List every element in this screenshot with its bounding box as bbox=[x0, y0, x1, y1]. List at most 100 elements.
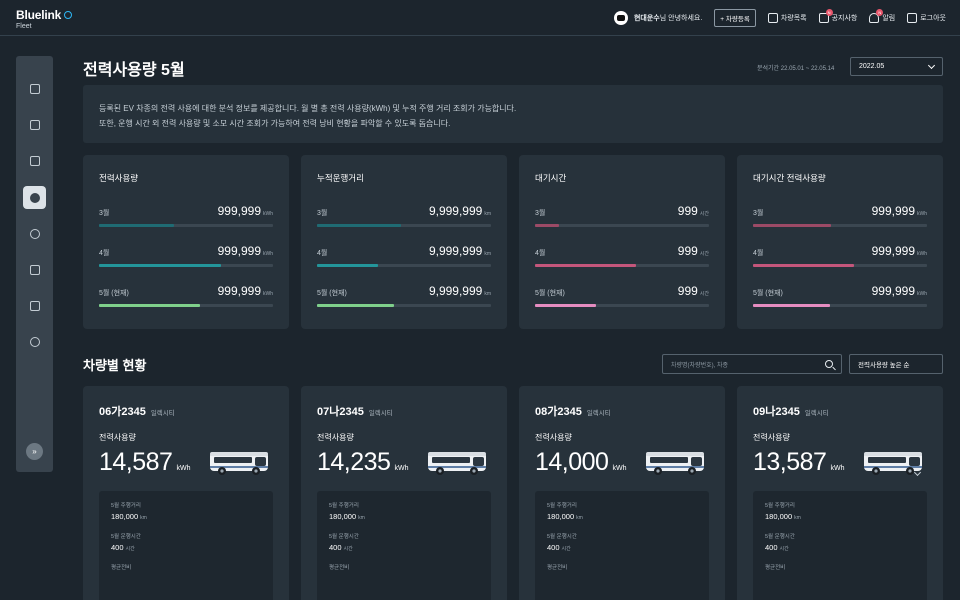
distance-value: 180,000 bbox=[329, 512, 357, 521]
metric-progress-fill bbox=[753, 304, 830, 307]
metric-unit: kWh bbox=[917, 211, 927, 217]
summary-card-title: 누적운행거리 bbox=[317, 173, 364, 183]
electric-bus-image bbox=[864, 452, 922, 475]
sidebar-item-reports[interactable] bbox=[23, 258, 46, 281]
metric-progress-bar bbox=[535, 304, 709, 307]
sidebar-item-location[interactable] bbox=[23, 222, 46, 245]
metric-progress-fill bbox=[753, 224, 832, 227]
vehicle-model: 일렉시티 bbox=[804, 410, 829, 417]
vehicle-detail-panel: 5월 주행거리 180,000 km 5월 운행시간 400 시간 평균전비 bbox=[535, 491, 709, 600]
info-line-2: 또한, 운행 시간 외 전력 사용량 및 소모 시간 조회가 가능하여 전력 낭… bbox=[99, 119, 451, 128]
efficiency-label: 평균전비 bbox=[765, 565, 786, 571]
sort-select[interactable]: 전력사용량 높은 순 bbox=[849, 354, 943, 374]
brand-name: Bluelink bbox=[16, 8, 62, 22]
vehicle-card[interactable]: 09나2345 일렉시티 전력사용량 13,587 kWh 5월 주행거리 18… bbox=[737, 386, 943, 600]
metric-label: 4월 bbox=[99, 250, 110, 257]
vehicle-power-value: 14,587 bbox=[99, 448, 173, 476]
metric-unit: 시간 bbox=[699, 211, 709, 217]
avatar[interactable] bbox=[613, 11, 628, 25]
vehicle-detail-panel: 5월 주행거리 180,000 km 5월 운행시간 400 시간 평균전비 bbox=[753, 491, 927, 600]
chevron-down-icon bbox=[927, 61, 936, 69]
vehicle-card[interactable]: 06가2345 일렉시티 전력사용량 14,587 kWh 5월 주행거리 18… bbox=[83, 386, 289, 600]
notice-menu[interactable]: N 공지사항 bbox=[818, 9, 857, 23]
analysis-period: 분석기간 22.05.01 ~ 22.05.14 bbox=[757, 66, 835, 72]
vehicle-power-value: 14,000 bbox=[535, 448, 609, 476]
alarm-badge: N bbox=[876, 9, 884, 16]
metric-label: 3월 bbox=[535, 210, 546, 217]
alarm-label: 알림 bbox=[882, 15, 896, 22]
metric-value: 9,999,999 bbox=[428, 204, 483, 218]
page-title: 전력사용량 5월 bbox=[83, 62, 185, 79]
vehicle-power-label: 전력사용량 bbox=[317, 433, 354, 442]
metric-progress-bar bbox=[99, 264, 273, 267]
drive-time-unit: 시간 bbox=[343, 546, 353, 552]
distance-label: 5월 주행거리 bbox=[329, 503, 359, 509]
electric-bus-image bbox=[210, 452, 268, 475]
sidebar-item-power[interactable] bbox=[23, 186, 46, 209]
bell-icon: N bbox=[869, 9, 884, 23]
summary-card: 누적운행거리 3월 9,999,999 km 4월 9,999,999 km 5월 … bbox=[301, 155, 507, 329]
leaf-energy-icon bbox=[29, 192, 40, 203]
summary-metric: 5월 (현재) 9,999,999 km bbox=[317, 282, 491, 307]
search-placeholder: 차량명(차량번호), 차종 bbox=[671, 362, 729, 369]
metric-label: 4월 bbox=[753, 250, 764, 257]
logout-button[interactable]: 로그아웃 bbox=[907, 13, 946, 23]
clipboard-icon bbox=[767, 13, 778, 23]
sidebar-item-vehicles[interactable] bbox=[23, 113, 46, 136]
logout-icon bbox=[907, 13, 918, 23]
vehicle-power-unit: kWh bbox=[394, 465, 409, 472]
metric-value: 999,999 bbox=[871, 244, 915, 258]
metric-label: 4월 bbox=[535, 250, 546, 257]
metric-progress-fill bbox=[317, 304, 394, 307]
summary-metric: 3월 999,999 kWh bbox=[99, 202, 273, 227]
sidebar-expand-button[interactable]: » bbox=[26, 443, 43, 460]
target-icon bbox=[29, 336, 40, 347]
download-icon bbox=[29, 300, 40, 311]
electric-bus-image bbox=[428, 452, 486, 475]
vehicle-card[interactable]: 07나2345 일렉시티 전력사용량 14,235 kWh 5월 주행거리 18… bbox=[301, 386, 507, 600]
metric-value: 9,999,999 bbox=[428, 244, 483, 258]
summary-metric: 3월 999,999 kWh bbox=[753, 202, 927, 227]
efficiency-label: 평균전비 bbox=[547, 565, 568, 571]
search-icon[interactable] bbox=[825, 360, 833, 368]
drive-time-value: 400 bbox=[329, 543, 342, 552]
vehicle-power-unit: kWh bbox=[176, 465, 191, 472]
distance-value: 180,000 bbox=[111, 512, 139, 521]
drive-time-unit: 시간 bbox=[779, 546, 789, 552]
metric-label: 4월 bbox=[317, 250, 328, 257]
summary-metric: 5월 (현재) 999,999 kWh bbox=[99, 282, 273, 307]
vehicle-card[interactable]: 08가2345 일렉시티 전력사용량 14,000 kWh 5월 주행거리 18… bbox=[519, 386, 725, 600]
summary-metric: 4월 999,999 kWh bbox=[99, 242, 273, 267]
metric-progress-fill bbox=[99, 224, 174, 227]
vehicle-search-input[interactable]: 차량명(차량번호), 차종 bbox=[662, 354, 842, 374]
metric-progress-bar bbox=[753, 224, 927, 227]
metric-progress-fill bbox=[753, 264, 854, 267]
distance-label: 5월 주행거리 bbox=[547, 503, 577, 509]
vehicle-power-value: 14,235 bbox=[317, 448, 391, 476]
sidebar-item-statistics[interactable] bbox=[23, 149, 46, 172]
metric-unit: kWh bbox=[263, 251, 273, 257]
summary-card-title: 대기시간 전력사용량 bbox=[753, 173, 826, 183]
drive-time-value: 400 bbox=[111, 543, 124, 552]
vehicle-plate: 09나2345 bbox=[753, 406, 800, 418]
summary-card: 대기시간 3월 999 시간 4월 999 시간 5월 (현재) 999 시간 bbox=[519, 155, 725, 329]
metric-value: 9,999,999 bbox=[428, 284, 483, 298]
sidebar-item-settings[interactable] bbox=[23, 330, 46, 353]
bluelink-fleet-logo[interactable]: Bluelink Fleet bbox=[16, 8, 73, 30]
sort-label: 전력사용량 높은 순 bbox=[858, 362, 910, 369]
sidebar-item-dashboard[interactable] bbox=[23, 77, 46, 100]
vehicle-power-label: 전력사용량 bbox=[753, 433, 790, 442]
metric-progress-fill bbox=[317, 224, 401, 227]
metric-progress-bar bbox=[317, 264, 491, 267]
metric-progress-fill bbox=[535, 264, 636, 267]
month-select[interactable]: 2022.05 bbox=[850, 57, 943, 76]
metric-unit: 시간 bbox=[699, 251, 709, 257]
top-header: Bluelink Fleet 현대운수님 안녕하세요. + 차량등록 차량목록 … bbox=[0, 0, 960, 36]
alarm-menu[interactable]: N 알림 bbox=[869, 9, 896, 23]
vehicle-power-label: 전력사용량 bbox=[535, 433, 572, 442]
register-vehicle-button[interactable]: + 차량등록 bbox=[714, 9, 756, 27]
metric-unit: kWh bbox=[263, 291, 273, 297]
sidebar-item-download[interactable] bbox=[23, 294, 46, 317]
vehicle-list-menu[interactable]: 차량목록 bbox=[767, 13, 807, 23]
info-line-1: 등록된 EV 차종의 전력 사용에 대한 분석 정보를 제공합니다. 월 별 총… bbox=[99, 104, 517, 113]
